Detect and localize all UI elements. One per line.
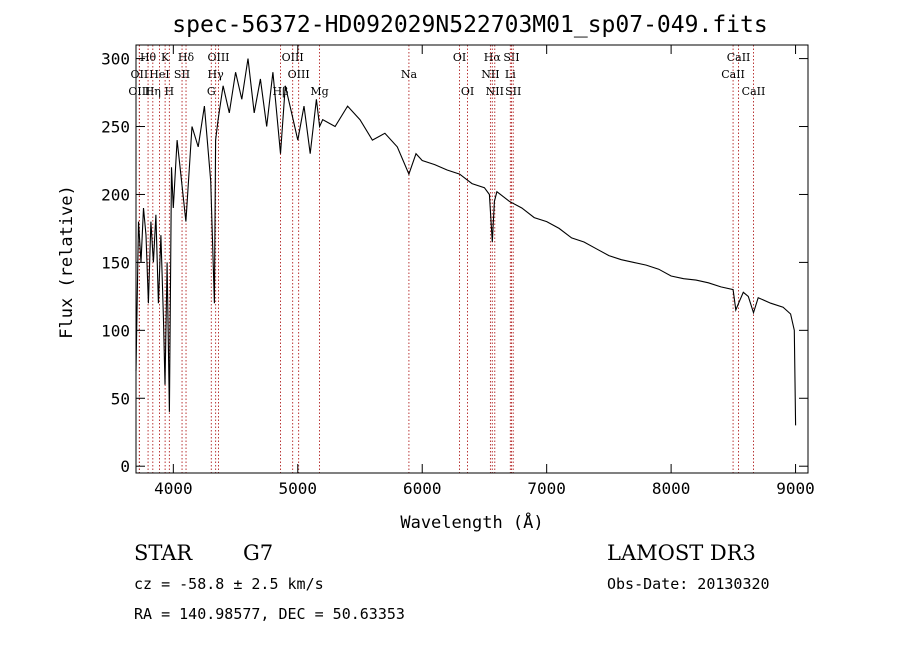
- x-axis: 4000 5000 6000 7000 8000 9000: [154, 45, 815, 498]
- y-tick-label: 250: [101, 118, 130, 137]
- spectral-line-label: OI: [461, 85, 474, 98]
- obs-date: Obs-Date: 20130320: [607, 575, 770, 593]
- spectral-line-label: OIII: [288, 68, 310, 81]
- x-tick-label: 8000: [652, 479, 691, 498]
- cz-value: cz = -58.8 ± 2.5 km/s: [134, 575, 324, 593]
- spectrum-series-line: [135, 58, 797, 426]
- spectral-line-label: OIII: [128, 85, 150, 98]
- spectral-line-label: G: [207, 85, 216, 98]
- x-axis-label: Wavelength (Å): [400, 511, 543, 533]
- spectral-line-label: Li: [505, 68, 516, 81]
- x-tick-label: 9000: [776, 479, 815, 498]
- spectral-line-label: Mg: [310, 85, 328, 98]
- x-tick-label: 7000: [527, 479, 566, 498]
- spectral-line-label: CaII: [721, 68, 745, 81]
- subclass: G7: [243, 541, 273, 565]
- y-tick-label: 150: [101, 253, 130, 272]
- spectral-line-label: NII: [486, 85, 504, 98]
- object-class: STAR: [134, 541, 193, 565]
- series-layer: [135, 58, 797, 426]
- x-tick-label: 6000: [403, 479, 442, 498]
- y-tick-label: 0: [120, 457, 130, 476]
- survey-label: LAMOST DR3: [607, 541, 756, 565]
- spectral-line-label: Hγ: [208, 68, 225, 81]
- spectral-line-label: NII: [481, 68, 499, 81]
- spectral-line-label: H: [165, 85, 175, 98]
- spectral-line-label: Hδ: [178, 51, 195, 64]
- x-tick-label: 4000: [154, 479, 193, 498]
- y-axis: 0 50 100 150 200 250 300: [101, 50, 808, 476]
- spectral-line-label: OI: [453, 51, 466, 64]
- x-tick-label: 5000: [279, 479, 318, 498]
- spectral-line-label: Hα: [484, 51, 502, 64]
- chart-title: spec-56372-HD092029N522703M01_sp07-049.f…: [172, 12, 767, 38]
- ra-dec: RA = 140.98577, DEC = 50.63353: [134, 605, 405, 623]
- spectral-line-label: OIII: [282, 51, 304, 64]
- spectral-line-label: Na: [401, 68, 418, 81]
- spectral-line-label: HeI: [149, 68, 169, 81]
- spectral-line-label: Hθ: [140, 51, 157, 64]
- y-tick-label: 50: [111, 389, 130, 408]
- spectral-line-label: CaII: [727, 51, 751, 64]
- y-axis-label: Flux (relative): [57, 185, 77, 339]
- plot-frame: [135, 44, 809, 474]
- spectral-line-label: OIII: [207, 51, 229, 64]
- spectral-line-label: SII: [174, 68, 190, 81]
- y-tick-label: 100: [101, 321, 130, 340]
- spectral-line-label: K: [161, 51, 170, 64]
- spectral-line-label: CaII: [742, 85, 766, 98]
- y-tick-label: 200: [101, 185, 130, 204]
- spectral-line-label: SII: [505, 85, 521, 98]
- spectral-line-label: Hη: [145, 85, 161, 98]
- y-tick-label: 300: [101, 50, 130, 69]
- spectral-line-label: SII: [503, 51, 519, 64]
